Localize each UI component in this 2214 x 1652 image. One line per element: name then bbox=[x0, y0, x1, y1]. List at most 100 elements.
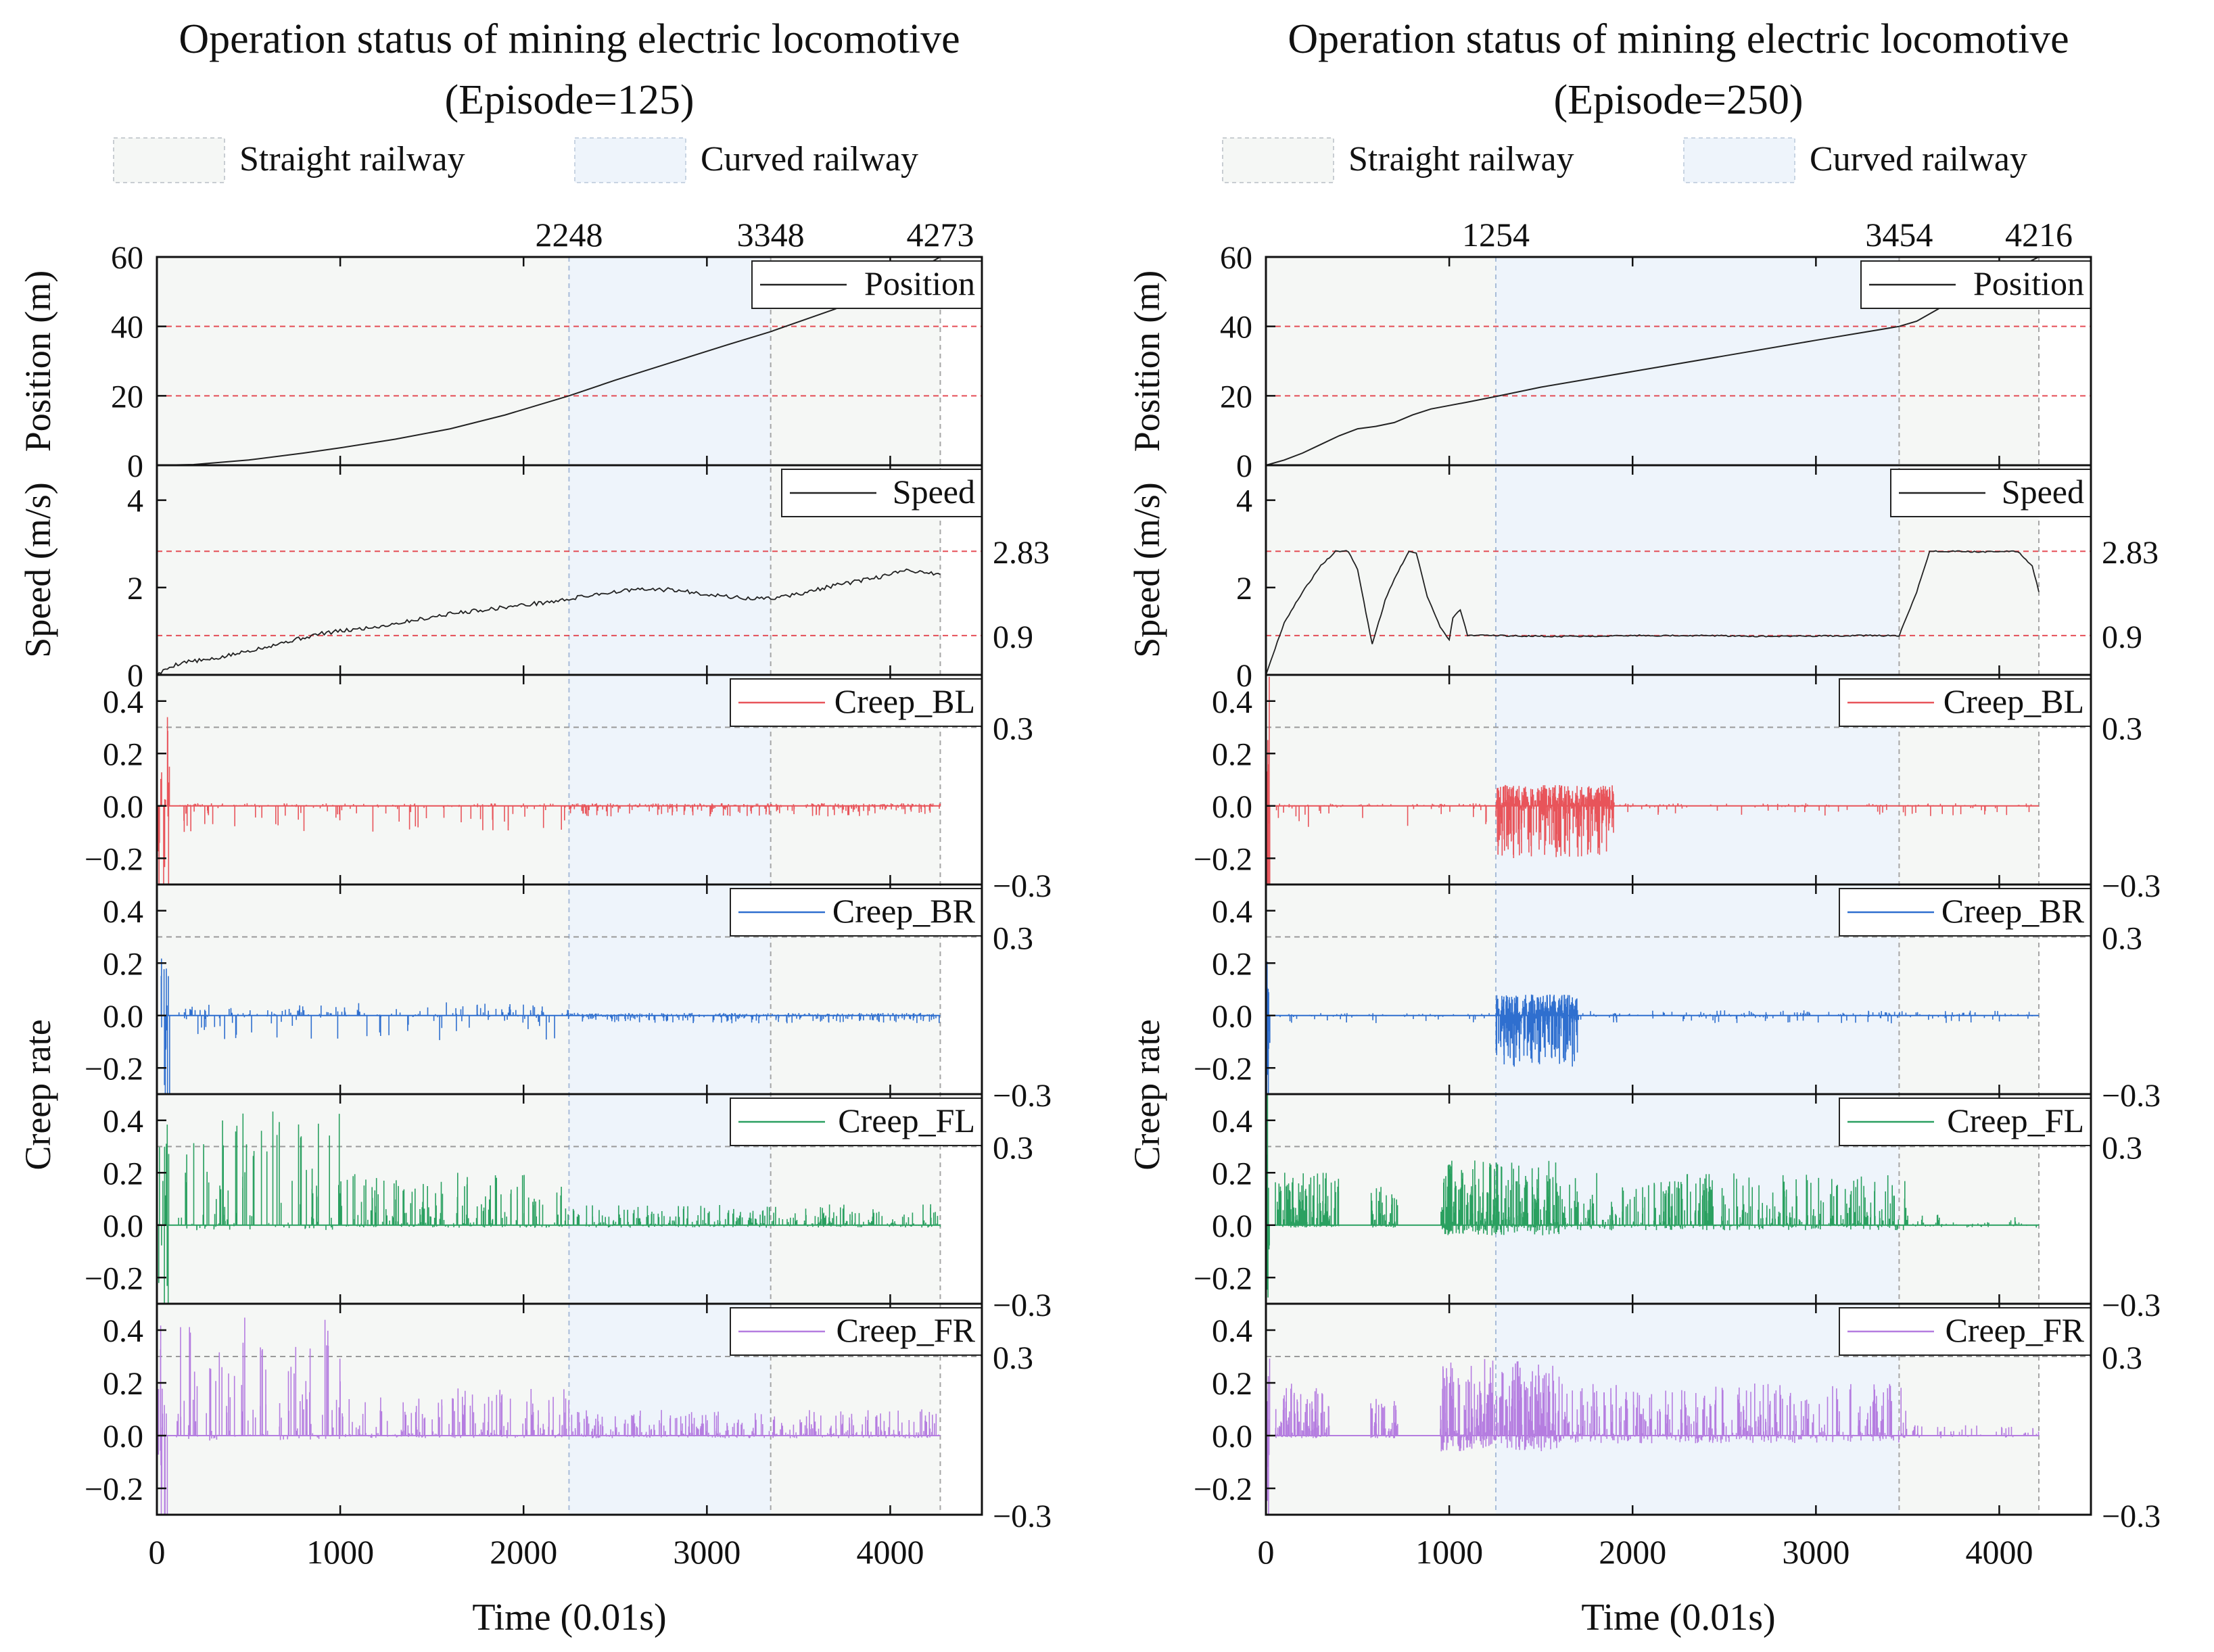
position-series-line bbox=[156, 256, 941, 466]
speed-threshold-label-high: 2.83 bbox=[993, 535, 1050, 571]
series-legend-label: Creep_FR bbox=[1945, 1311, 2084, 1349]
y-tick-label: 0.2 bbox=[103, 736, 143, 772]
speed-threshold-label-low: 0.9 bbox=[993, 619, 1033, 655]
x-tick-label: 4000 bbox=[1965, 1533, 2033, 1571]
y-tick-label: 0.0 bbox=[103, 1419, 143, 1455]
creep-threshold-label-high: 0.3 bbox=[993, 711, 1033, 747]
position-axis-label: Position (m) bbox=[1127, 270, 1167, 452]
position-axis-label: Position (m) bbox=[18, 270, 58, 452]
y-tick-label: 0.0 bbox=[103, 999, 143, 1035]
y-tick-label: 2 bbox=[1236, 571, 1252, 607]
y-tick-label: −0.2 bbox=[85, 1260, 143, 1296]
creep-threshold-label-low: −0.3 bbox=[2102, 1288, 2161, 1323]
y-tick-label: 0.2 bbox=[1212, 736, 1252, 772]
series-legend-label: Position bbox=[864, 264, 975, 302]
x-tick-label: 1000 bbox=[306, 1533, 374, 1571]
legend-curved-label: Curved railway bbox=[1810, 140, 2027, 179]
x-tick-label: 3000 bbox=[1782, 1533, 1850, 1571]
legend-straight-label: Straight railway bbox=[1348, 140, 1574, 179]
creep-series-spikes bbox=[1265, 1338, 2040, 1515]
y-tick-label: 0.4 bbox=[103, 894, 143, 930]
y-tick-label: 0.4 bbox=[103, 1313, 143, 1349]
y-tick-label: 0 bbox=[1236, 658, 1252, 694]
x-axis-label: Time (0.01s) bbox=[472, 1597, 666, 1638]
x-axis-label: Time (0.01s) bbox=[1581, 1597, 1775, 1638]
chart-subtitle: (Episode=125) bbox=[444, 77, 694, 123]
creep-series-spikes bbox=[1265, 953, 2033, 1094]
creep-axis-label: Creep rate bbox=[1127, 1019, 1167, 1170]
creep-threshold-label-high: 0.3 bbox=[993, 1340, 1033, 1376]
x-tick-label: 0 bbox=[1258, 1533, 1275, 1571]
y-tick-label: 0.0 bbox=[1212, 789, 1252, 825]
chart-title: Operation status of mining electric loco… bbox=[179, 16, 960, 62]
y-tick-label: 0.4 bbox=[1212, 1104, 1252, 1139]
y-tick-label: 0.0 bbox=[1212, 999, 1252, 1035]
creep-threshold-label-low: −0.3 bbox=[2102, 1498, 2161, 1534]
panel-frame bbox=[156, 1302, 983, 1516]
speed-series-line bbox=[156, 568, 941, 676]
legend-straight-swatch bbox=[1222, 137, 1334, 183]
speed-threshold-label-low: 0.9 bbox=[2102, 619, 2142, 655]
speed-series-line bbox=[1265, 550, 2040, 676]
y-tick-label: 0.0 bbox=[103, 789, 143, 825]
y-tick-label: −0.2 bbox=[85, 1471, 143, 1507]
speed-axis-label: Speed (m/s) bbox=[18, 482, 58, 657]
y-tick-label: 0.2 bbox=[1212, 946, 1252, 982]
chart-2: Operation status of mining electric loco… bbox=[1127, 16, 2161, 1638]
x-tick-label: 4000 bbox=[856, 1533, 924, 1571]
series-legend-label: Creep_BL bbox=[1944, 682, 2084, 720]
y-tick-label: 0 bbox=[127, 658, 143, 694]
y-tick-label: 0.2 bbox=[1212, 1156, 1252, 1191]
y-tick-label: 4 bbox=[127, 483, 143, 519]
x-tick-label: 2000 bbox=[1599, 1533, 1666, 1571]
legend-curved-swatch bbox=[1683, 137, 1795, 183]
y-tick-label: 0.4 bbox=[1212, 684, 1252, 720]
creep-series-spikes bbox=[156, 947, 940, 1094]
position-series-line bbox=[1265, 256, 2040, 466]
creep-series-spikes bbox=[158, 1317, 939, 1515]
series-legend-box bbox=[730, 888, 983, 937]
x-tick-label: 1000 bbox=[1415, 1533, 1483, 1571]
series-legend-label: Creep_FL bbox=[838, 1102, 975, 1139]
y-tick-label: 0 bbox=[127, 448, 143, 484]
chart-subtitle: (Episode=250) bbox=[1553, 77, 1803, 123]
creep-threshold-label-low: −0.3 bbox=[993, 1288, 1052, 1323]
segment-marker-label: 4273 bbox=[906, 216, 974, 254]
y-tick-label: 0.0 bbox=[103, 1208, 143, 1244]
y-tick-label: 20 bbox=[1220, 379, 1252, 415]
series-legend-label: Creep_FR bbox=[836, 1311, 975, 1349]
creep-threshold-label-high: 0.3 bbox=[993, 921, 1033, 957]
series-legend-label: Speed bbox=[2002, 473, 2084, 511]
segment-marker-label: 3454 bbox=[1865, 216, 1933, 254]
creep-threshold-label-high: 0.3 bbox=[2102, 711, 2142, 747]
creep-axis-label: Creep rate bbox=[18, 1019, 58, 1170]
segment-marker-label: 3348 bbox=[737, 216, 805, 254]
y-tick-label: 4 bbox=[1236, 483, 1252, 519]
chart-title: Operation status of mining electric loco… bbox=[1288, 16, 2069, 62]
x-tick-label: 0 bbox=[149, 1533, 166, 1571]
y-tick-label: 0.0 bbox=[1212, 1208, 1252, 1244]
y-tick-label: 2 bbox=[127, 571, 143, 607]
y-tick-label: 0 bbox=[1236, 448, 1252, 484]
creep-threshold-label-low: −0.3 bbox=[993, 868, 1052, 904]
segment-marker-label: 4216 bbox=[2005, 216, 2073, 254]
x-tick-label: 3000 bbox=[673, 1533, 740, 1571]
y-tick-label: −0.2 bbox=[85, 841, 143, 877]
segment-marker-label: 1254 bbox=[1462, 216, 1530, 254]
creep-threshold-label-low: −0.3 bbox=[2102, 868, 2161, 904]
panel-frame bbox=[1265, 1302, 2092, 1516]
speed-threshold-label-high: 2.83 bbox=[2102, 535, 2159, 571]
segment-straight-0 bbox=[1266, 257, 1496, 1515]
y-tick-label: −0.2 bbox=[1194, 841, 1252, 877]
creep-threshold-label-low: −0.3 bbox=[2102, 1078, 2161, 1114]
creep-series-spikes bbox=[158, 1111, 941, 1304]
y-tick-label: 20 bbox=[111, 379, 143, 415]
series-legend-label: Creep_FL bbox=[1947, 1102, 2084, 1139]
segment-straight-2 bbox=[1899, 257, 2040, 1515]
y-tick-label: 0.2 bbox=[1212, 1366, 1252, 1402]
legend-curved-swatch bbox=[574, 137, 686, 183]
creep-threshold-label-low: −0.3 bbox=[993, 1498, 1052, 1534]
creep-threshold-label-low: −0.3 bbox=[993, 1078, 1052, 1114]
series-legend-label: Creep_BL bbox=[834, 682, 975, 720]
y-tick-label: 0.4 bbox=[103, 1104, 143, 1139]
